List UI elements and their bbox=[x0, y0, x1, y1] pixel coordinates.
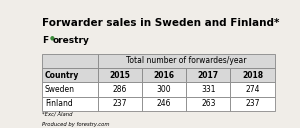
Text: F: F bbox=[42, 36, 48, 45]
Text: 300: 300 bbox=[157, 85, 172, 94]
Bar bbox=[230, 97, 275, 111]
Text: 2016: 2016 bbox=[154, 71, 175, 80]
Text: Forwarder sales in Sweden and Finland*: Forwarder sales in Sweden and Finland* bbox=[42, 18, 280, 28]
Bar bbox=[42, 82, 98, 97]
Text: Sweden: Sweden bbox=[45, 85, 75, 94]
Text: 286: 286 bbox=[113, 85, 127, 94]
Text: 2015: 2015 bbox=[110, 71, 130, 80]
Text: 246: 246 bbox=[157, 99, 172, 108]
Bar bbox=[42, 97, 98, 111]
Text: Country: Country bbox=[45, 71, 79, 80]
Text: 263: 263 bbox=[201, 99, 216, 108]
Text: 2018: 2018 bbox=[242, 71, 263, 80]
Text: ●: ● bbox=[50, 35, 55, 40]
Bar bbox=[98, 82, 142, 97]
Bar bbox=[42, 54, 98, 68]
Text: 2017: 2017 bbox=[198, 71, 219, 80]
Bar bbox=[186, 82, 230, 97]
Text: Produced by forestry.com: Produced by forestry.com bbox=[42, 122, 110, 127]
Text: 237: 237 bbox=[245, 99, 260, 108]
Bar bbox=[42, 68, 98, 82]
Bar bbox=[142, 97, 186, 111]
Bar bbox=[142, 82, 186, 97]
Bar bbox=[98, 68, 142, 82]
Bar bbox=[186, 68, 230, 82]
Bar bbox=[230, 68, 275, 82]
Text: 274: 274 bbox=[245, 85, 260, 94]
Text: 237: 237 bbox=[113, 99, 127, 108]
Bar bbox=[142, 68, 186, 82]
Bar bbox=[98, 97, 142, 111]
Text: Total number of forwardes/year: Total number of forwardes/year bbox=[126, 56, 247, 65]
Text: 331: 331 bbox=[201, 85, 216, 94]
Text: *Exc/ Åland: *Exc/ Åland bbox=[42, 112, 73, 118]
Bar bbox=[98, 54, 275, 68]
Bar bbox=[230, 82, 275, 97]
Text: orestry: orestry bbox=[52, 36, 89, 45]
Text: Finland: Finland bbox=[45, 99, 73, 108]
Bar bbox=[186, 97, 230, 111]
